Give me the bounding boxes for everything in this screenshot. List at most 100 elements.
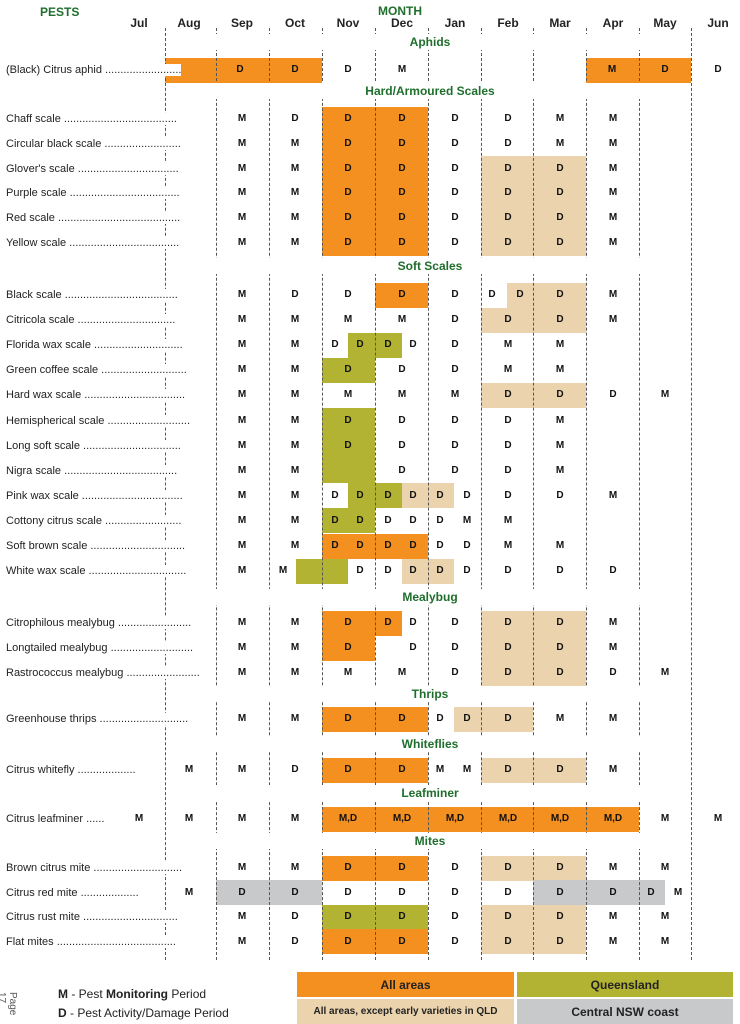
mark-damage: D xyxy=(556,617,564,628)
mark-monitoring: M xyxy=(503,339,513,351)
pest-name: Black scale ............................… xyxy=(6,289,178,301)
mark-damage: D xyxy=(556,642,564,653)
mark-damage: D xyxy=(291,911,299,923)
period-bar-queensland xyxy=(322,508,375,534)
mark-damage: D xyxy=(398,935,406,947)
month-label-jun: Jun xyxy=(707,16,729,30)
pest-name: Long soft scale ........................… xyxy=(6,439,181,452)
period-bar-queensland xyxy=(322,357,375,383)
mark-monitoring-damage: M,D xyxy=(338,813,358,824)
period-bar-all-areas xyxy=(165,57,322,83)
mark-damage: D xyxy=(451,162,459,174)
month-label-dec: Dec xyxy=(390,16,413,30)
mark-damage: D xyxy=(556,886,564,898)
mark-damage: D xyxy=(331,540,339,551)
pest-name: Citricola scale ........................… xyxy=(6,314,176,327)
mark-monitoring: M xyxy=(608,617,618,628)
pest-label: Citricola scale ........................… xyxy=(6,313,176,327)
mark-damage: D xyxy=(647,886,655,898)
mark-damage: D xyxy=(398,364,406,376)
pest-label: Black scale ............................… xyxy=(6,288,178,302)
pest-label: Citrus rust mite .......................… xyxy=(6,910,178,924)
mark-damage: D xyxy=(409,540,417,551)
month-divider xyxy=(691,28,692,960)
mark-monitoring: M xyxy=(660,667,670,678)
legend-damage-key: D xyxy=(58,1006,67,1020)
mark-damage: D xyxy=(556,489,564,501)
mark-damage: D xyxy=(384,540,392,551)
mark-damage: D xyxy=(556,162,564,174)
mark-damage: D xyxy=(344,64,352,75)
mark-damage: D xyxy=(504,314,512,326)
month-divider xyxy=(481,28,482,960)
mark-damage: D xyxy=(409,565,417,577)
mark-damage: D xyxy=(344,212,352,224)
mark-monitoring: M xyxy=(290,464,300,476)
mark-damage: D xyxy=(384,514,392,526)
pest-label: Soft brown scale .......................… xyxy=(6,539,186,553)
mark-monitoring: M xyxy=(237,237,247,248)
mark-damage: D xyxy=(384,617,392,628)
legend-all-areas-box: All areas xyxy=(297,972,514,997)
mark-damage: D xyxy=(409,514,417,526)
mark-damage: D xyxy=(356,565,364,577)
mark-monitoring: M xyxy=(343,389,353,401)
mark-damage: D xyxy=(398,464,406,476)
mark-damage: D xyxy=(463,565,471,577)
pest-label: Circular black scale ...................… xyxy=(6,137,181,151)
mark-monitoring: M xyxy=(290,514,300,526)
mark-monitoring: M xyxy=(237,514,247,526)
mark-monitoring: M xyxy=(237,389,247,401)
mark-monitoring: M xyxy=(608,113,618,124)
mark-damage: D xyxy=(451,642,459,653)
mark-monitoring: M xyxy=(607,64,617,75)
mark-damage: D xyxy=(556,935,564,947)
mark-damage: D xyxy=(463,489,471,501)
mark-damage: D xyxy=(436,565,444,577)
mark-monitoring: M xyxy=(673,886,683,898)
mark-damage: D xyxy=(504,212,512,224)
mark-monitoring: M xyxy=(237,642,247,653)
pest-name: Florida wax scale ......................… xyxy=(6,339,183,352)
mark-damage: D xyxy=(451,617,459,628)
legend-monitoring: M - Pest Monitoring Period xyxy=(58,987,206,1001)
mark-damage: D xyxy=(398,212,406,224)
month-label-jan: Jan xyxy=(444,16,466,30)
mark-monitoring: M xyxy=(237,935,247,947)
pest-name: Circular black scale ...................… xyxy=(6,137,181,150)
mark-damage: D xyxy=(398,862,406,873)
mark-damage: D xyxy=(344,137,352,149)
mark-damage: D xyxy=(504,642,512,653)
mark-damage: D xyxy=(436,489,444,501)
mark-damage: D xyxy=(356,489,364,501)
mark-monitoring: M xyxy=(555,439,565,451)
mark-damage: D xyxy=(504,414,512,426)
legend-damage-text: - Pest Activity/Damage Period xyxy=(70,1006,229,1020)
month-divider xyxy=(322,28,323,960)
mark-monitoring-damage: M,D xyxy=(445,813,465,824)
legend-damage: D - Pest Activity/Damage Period xyxy=(58,1006,229,1020)
mark-damage: D xyxy=(504,389,512,401)
mark-monitoring: M xyxy=(237,667,247,678)
period-bar-all-areas xyxy=(586,57,691,83)
period-bar-all-areas xyxy=(322,635,375,661)
category-header-soft-scales: Soft Scales xyxy=(170,258,690,274)
period-bar-queensland xyxy=(322,458,375,484)
mark-damage: D xyxy=(463,713,471,724)
mark-monitoring: M xyxy=(397,64,407,75)
mark-monitoring: M xyxy=(237,414,247,426)
category-header-thrips: Thrips xyxy=(170,686,690,702)
pest-label: Citrus red mite ................... xyxy=(6,886,139,900)
mark-monitoring: M xyxy=(555,113,565,124)
mark-monitoring: M xyxy=(608,935,618,947)
mark-monitoring: M xyxy=(608,212,618,224)
mark-damage: D xyxy=(504,489,512,501)
pest-label: Purple scale ...........................… xyxy=(6,186,180,200)
pest-name: Purple scale ...........................… xyxy=(6,187,180,200)
mark-damage: D xyxy=(398,237,406,248)
mark-monitoring: M xyxy=(608,713,618,724)
mark-monitoring: M xyxy=(713,813,723,824)
month-divider xyxy=(533,28,534,960)
month-divider xyxy=(375,28,376,960)
